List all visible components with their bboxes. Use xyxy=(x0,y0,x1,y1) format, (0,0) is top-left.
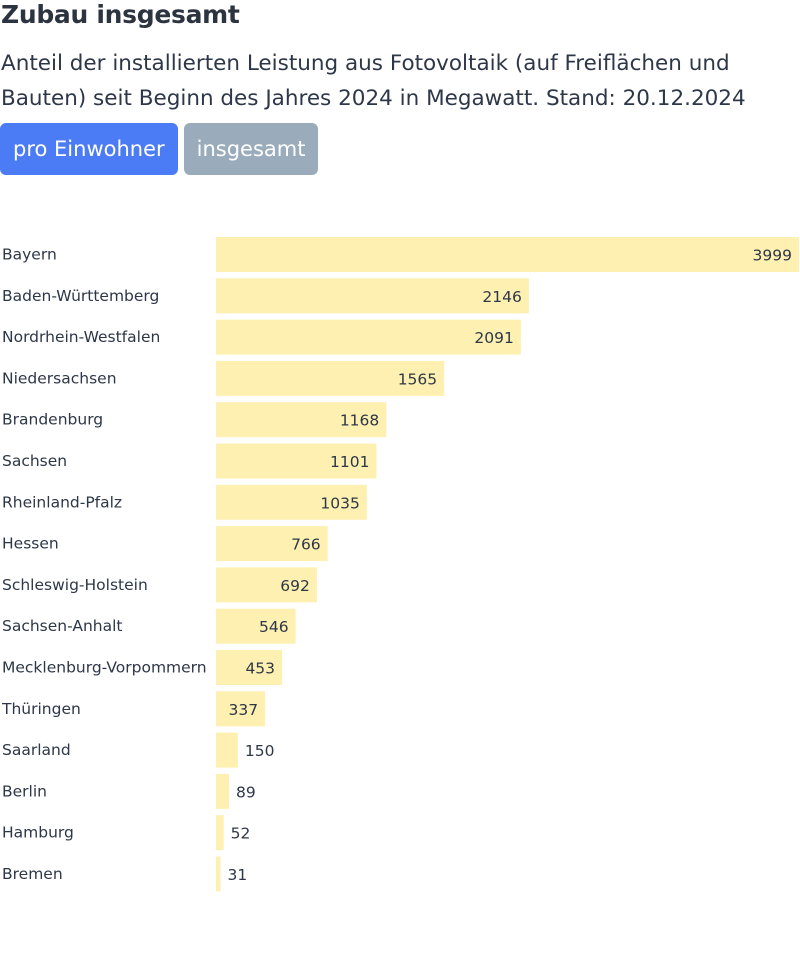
bar[interactable] xyxy=(216,856,221,892)
bar[interactable] xyxy=(216,526,328,562)
value-label: 337 xyxy=(229,701,259,719)
bar[interactable] xyxy=(216,484,367,520)
value-label: 766 xyxy=(291,536,321,554)
per-capita-button[interactable]: pro Einwohner xyxy=(0,123,178,175)
chart-subtitle: Anteil der installierten Leistung aus Fo… xyxy=(1,51,746,111)
value-label: 692 xyxy=(280,577,310,595)
bar[interactable] xyxy=(216,773,229,809)
category-label: Hessen xyxy=(2,535,59,553)
value-label: 89 xyxy=(236,783,256,801)
value-label: 1168 xyxy=(340,412,379,430)
bar[interactable] xyxy=(216,650,283,685)
value-label: 546 xyxy=(259,618,289,636)
category-label: Saarland xyxy=(2,741,71,759)
bar-chart: Bayern 3999 Baden-Württemberg 2146 Nordrhein… xyxy=(1,237,799,892)
category-label: Bayern xyxy=(2,246,57,264)
category-label: Nordrhein-Westfalen xyxy=(2,328,160,346)
value-label: 1035 xyxy=(320,494,359,512)
bar[interactable] xyxy=(216,691,266,727)
category-label: Bremen xyxy=(2,865,63,883)
value-label: 453 xyxy=(245,660,275,678)
category-label: Berlin xyxy=(2,782,47,800)
category-label: Schleswig-Holstein xyxy=(2,576,148,594)
bar[interactable] xyxy=(216,567,317,603)
category-label: Sachsen xyxy=(2,452,67,470)
category-label: Brandenburg xyxy=(2,411,103,429)
bar[interactable] xyxy=(216,815,224,851)
value-label: 150 xyxy=(245,742,275,760)
category-label: Sachsen-Anhalt xyxy=(2,617,123,635)
category-label: Mecklenburg-Vorpommern xyxy=(2,659,207,677)
page-title: Zubau insgesamt xyxy=(1,0,240,29)
bar[interactable] xyxy=(216,443,377,479)
bar[interactable] xyxy=(216,402,387,438)
value-label: 2091 xyxy=(474,329,513,347)
bar[interactable] xyxy=(216,360,445,396)
category-label: Thüringen xyxy=(1,700,81,718)
view-toggle: pro Einwohner insgesamt xyxy=(0,123,319,175)
bar[interactable] xyxy=(216,608,296,644)
value-label: 2146 xyxy=(482,288,521,306)
bar[interactable] xyxy=(216,732,238,768)
category-label: Baden-Württemberg xyxy=(2,287,159,305)
value-label: 3999 xyxy=(753,247,792,265)
category-label: Hamburg xyxy=(2,824,74,842)
value-label: 31 xyxy=(228,866,248,884)
total-button[interactable]: insgesamt xyxy=(183,123,319,175)
value-label: 1565 xyxy=(398,370,437,388)
bar[interactable] xyxy=(216,319,521,355)
category-label: Rheinland-Pfalz xyxy=(2,493,122,511)
value-label: 1101 xyxy=(330,453,369,471)
bar[interactable] xyxy=(216,278,529,314)
value-label: 52 xyxy=(231,825,251,843)
bar[interactable] xyxy=(216,237,799,272)
category-label: Niedersachsen xyxy=(2,369,117,387)
